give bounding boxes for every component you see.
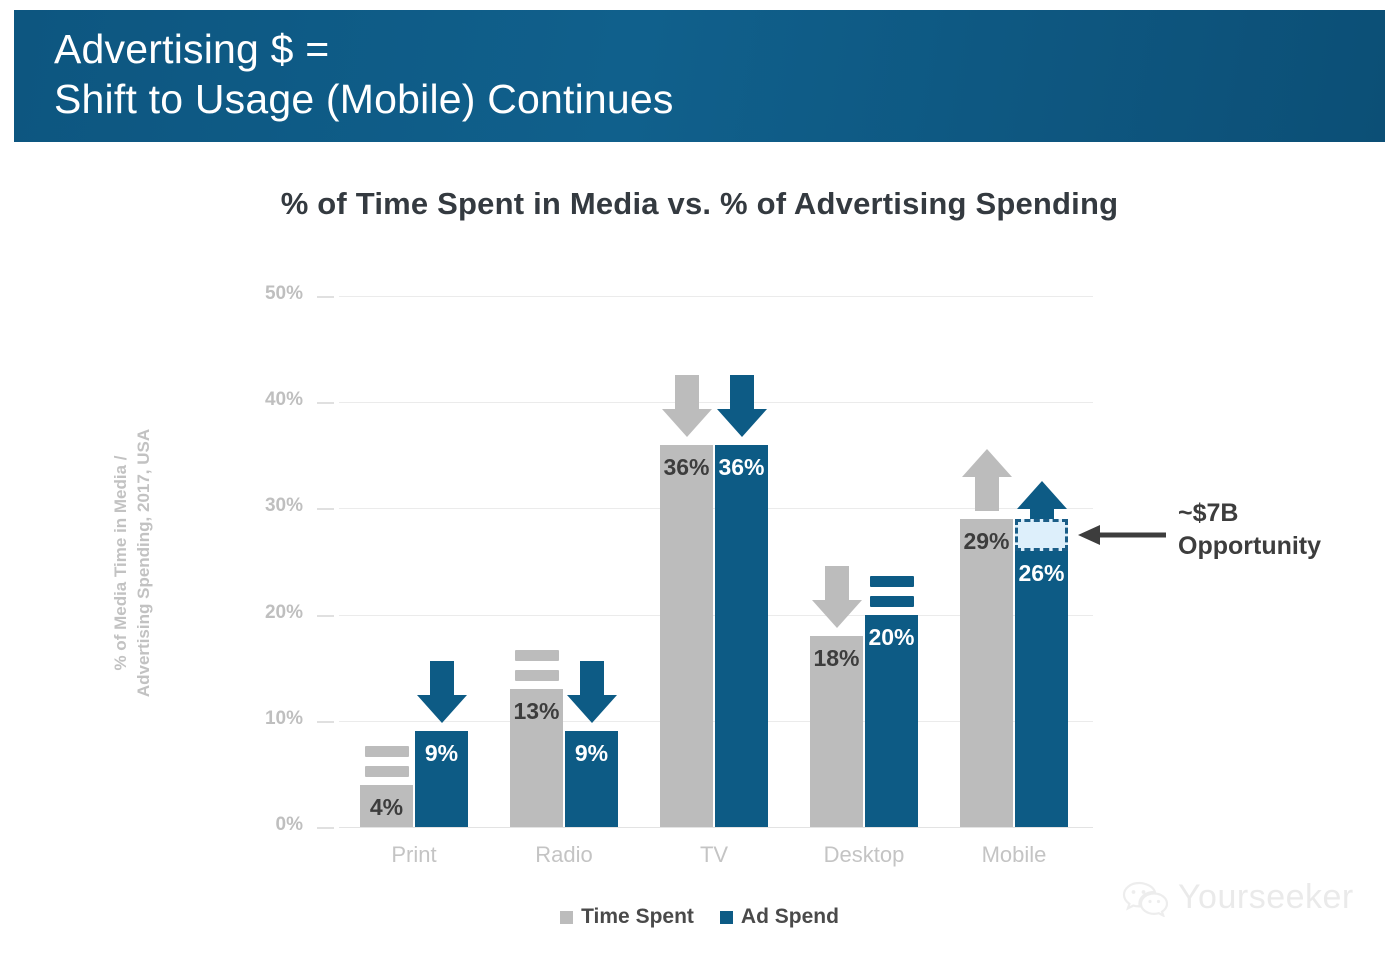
y-tick-mark (317, 402, 334, 405)
y-tick-mark (317, 296, 334, 298)
legend-swatch-time-spent (560, 910, 574, 924)
equals-marker-icon (514, 649, 559, 681)
bar-print-ad-spend[interactable]: 9% (415, 731, 468, 827)
y-tick-mark (317, 720, 334, 723)
opportunity-highlight-box (1015, 519, 1068, 551)
y-tick-mark (317, 827, 334, 829)
gridline-0% (339, 827, 1093, 828)
chart-title: % of Time Spent in Media vs. % of Advert… (280, 186, 1119, 221)
bar-desktop-time-spent[interactable]: 18% (810, 635, 863, 827)
down-arrow-marker-icon (716, 373, 768, 439)
bar-radio-time-spent[interactable]: 13% (510, 688, 563, 827)
y-axis-title: % of Media Time in Media / Advertising S… (111, 428, 153, 698)
bar-value-label: 36% (663, 453, 710, 480)
gridline-40% (339, 402, 1093, 404)
bar-print-time-spent[interactable]: 4% (360, 784, 413, 827)
y-tick-label: 20% (264, 601, 303, 623)
equals-marker-icon (869, 575, 914, 607)
x-axis-label-tv: TV (699, 842, 729, 867)
opportunity-label: ~$7B Opportunity (1178, 499, 1322, 561)
x-axis-label-radio: Radio (535, 842, 593, 867)
bar-value-label: 9% (424, 740, 459, 767)
bar-value-label: 20% (868, 623, 915, 650)
y-tick-label: 40% (264, 389, 303, 411)
legend-label-time-spent: Time Spent (581, 905, 694, 928)
banner-title-line-2: Shift to Usage (Mobile) Continues (54, 76, 674, 122)
equals-marker-icon (364, 745, 409, 777)
bar-mobile-ad-spend[interactable]: 26% (1015, 550, 1068, 827)
up-arrow-marker-icon (1016, 479, 1068, 545)
bar-value-label: 18% (813, 644, 860, 671)
y-tick-label: 0% (275, 814, 303, 835)
legend-item-ad-spend[interactable]: Ad Spend (719, 905, 839, 929)
chart-legend: Time Spent Ad Spend (0, 905, 1399, 929)
y-tick-label: 50% (264, 283, 303, 304)
y-tick-label: 30% (264, 495, 303, 517)
bar-value-label: 9% (574, 740, 609, 767)
x-axis-label-desktop: Desktop (823, 842, 905, 867)
bar-value-label: 4% (369, 793, 404, 820)
down-arrow-marker-icon (661, 373, 713, 439)
title-banner: Advertising $ = Shift to Usage (Mobile) … (14, 10, 1385, 142)
opportunity-arrow-icon (1078, 524, 1166, 545)
legend-label-ad-spend: Ad Spend (740, 905, 839, 928)
bar-tv-time-spent[interactable]: 36% (660, 444, 713, 827)
banner-title-line-1: Advertising $ = (54, 26, 330, 72)
down-arrow-marker-icon (416, 659, 468, 725)
bar-radio-ad-spend[interactable]: 9% (565, 731, 618, 827)
bar-value-label: 36% (718, 453, 765, 480)
bar-value-label: 13% (513, 697, 560, 724)
watermark: Yourseeker (1122, 878, 1354, 917)
wechat-icon (1122, 881, 1168, 917)
y-tick-mark (317, 614, 334, 617)
down-arrow-marker-icon (566, 659, 618, 725)
legend-swatch-ad-spend (719, 910, 733, 924)
legend-item-time-spent[interactable]: Time Spent (560, 905, 694, 929)
x-axis-label-print: Print (391, 842, 437, 867)
bar-desktop-ad-spend[interactable]: 20% (865, 614, 918, 827)
bar-mobile-time-spent[interactable]: 29% (960, 519, 1013, 827)
gridline-50% (339, 296, 1093, 297)
bar-value-label: 26% (1018, 559, 1065, 586)
y-tick-label: 10% (264, 707, 303, 729)
bar-value-label: 29% (963, 528, 1010, 555)
down-arrow-marker-icon (811, 564, 863, 630)
up-arrow-marker-icon (961, 447, 1013, 513)
y-tick-mark (317, 508, 334, 511)
bar-tv-ad-spend[interactable]: 36% (715, 444, 768, 827)
watermark-text: Yourseeker (1178, 878, 1354, 916)
x-axis-label-mobile: Mobile (981, 842, 1047, 867)
